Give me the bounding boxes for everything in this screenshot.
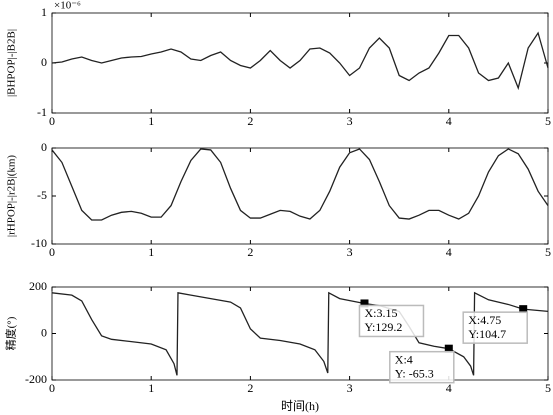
y-tick-label: 1 bbox=[41, 5, 47, 19]
data-tip-x: X:4 bbox=[395, 352, 413, 366]
x-axis-label: 时间(h) bbox=[281, 399, 319, 413]
x-tick-label: 4 bbox=[446, 381, 452, 395]
x-tick-label: 2 bbox=[247, 245, 253, 259]
data-line bbox=[51, 148, 549, 221]
y-tick-label: -1 bbox=[37, 105, 47, 119]
x-tick-label: 5 bbox=[545, 381, 551, 395]
data-tip-marker bbox=[444, 344, 453, 353]
x-tick-label: 3 bbox=[347, 245, 353, 259]
plot-frame bbox=[51, 12, 549, 114]
y-axis-label: 精度(°) bbox=[4, 316, 18, 350]
x-tick-label: 3 bbox=[347, 114, 353, 128]
x-tick-label: 5 bbox=[545, 245, 551, 259]
y-tick-label: 0 bbox=[41, 55, 47, 69]
y-tick-label: 0 bbox=[41, 325, 47, 339]
x-tick-label: 0 bbox=[49, 114, 55, 128]
x-tick-label: 3 bbox=[347, 381, 353, 395]
y-tick-label: -200 bbox=[25, 372, 47, 386]
y-tick-label: 0 bbox=[41, 140, 47, 154]
data-tip-box bbox=[462, 311, 528, 344]
y-tick-label: 200 bbox=[29, 279, 47, 293]
data-tip-marker bbox=[360, 299, 369, 308]
exponent-label: ×10⁻⁶ bbox=[54, 0, 81, 12]
data-tip-y: Y: -65.3 bbox=[395, 366, 434, 380]
data-tip-x: X:3.15 bbox=[364, 306, 397, 320]
y-tick-label: -10 bbox=[31, 236, 47, 250]
x-tick-label: 2 bbox=[247, 381, 253, 395]
x-tick-label: 0 bbox=[49, 245, 55, 259]
x-tick-label: 1 bbox=[148, 245, 154, 259]
data-tip-marker bbox=[519, 305, 528, 314]
x-tick-label: 4 bbox=[446, 114, 452, 128]
plot-frame bbox=[51, 147, 549, 245]
y-tick-label: -5 bbox=[37, 188, 47, 202]
data-tip-y: Y:129.2 bbox=[364, 320, 402, 334]
data-tip-box bbox=[389, 350, 455, 384]
data-line bbox=[51, 31, 549, 91]
data-tip-box bbox=[358, 304, 425, 338]
x-tick-label: 4 bbox=[446, 245, 452, 259]
x-tick-label: 2 bbox=[247, 114, 253, 128]
data-tip-y: Y:104.7 bbox=[468, 327, 506, 341]
y-axis-label: |rHPOP|-|r2B|(km) bbox=[6, 155, 18, 237]
x-tick-label: 1 bbox=[148, 114, 154, 128]
x-tick-label: 1 bbox=[148, 381, 154, 395]
y-axis-label: |BHPOP|-|B2B| bbox=[6, 29, 18, 97]
x-tick-label: 5 bbox=[545, 114, 551, 128]
data-line bbox=[51, 291, 549, 376]
x-tick-label: 0 bbox=[49, 381, 55, 395]
data-tip-x: X:4.75 bbox=[468, 313, 501, 327]
